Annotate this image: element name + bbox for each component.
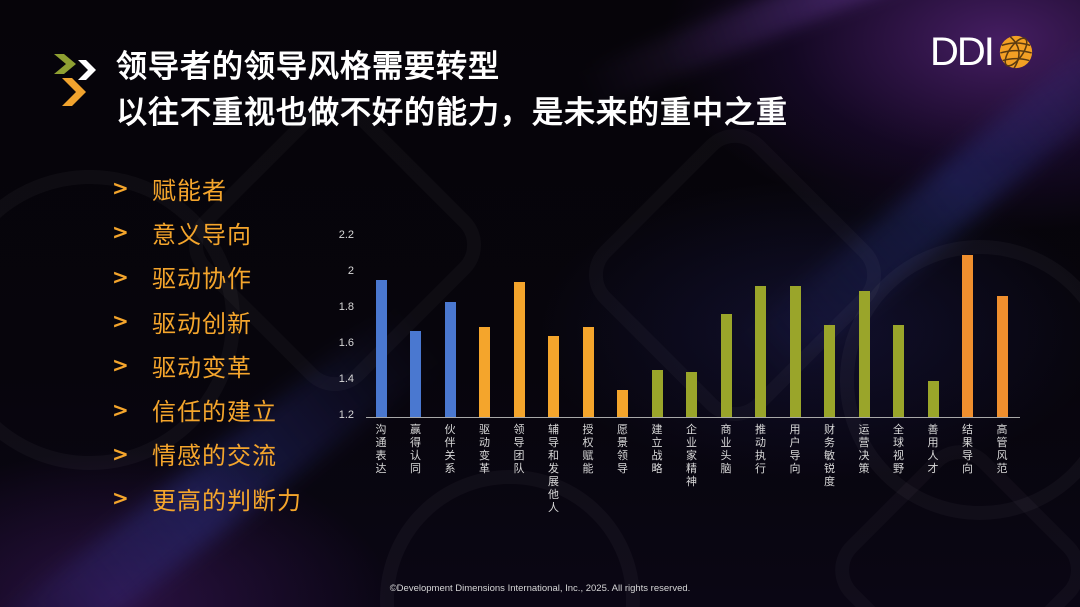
bullet-label: 驱动变革 [152, 353, 252, 382]
bullet-item: > 信任的建立 [112, 387, 302, 431]
bar [927, 381, 939, 417]
logo-text: DDI [930, 30, 995, 74]
bullet-label: 驱动协作 [152, 265, 252, 294]
x-tick-label: 愿景领导 [617, 423, 628, 475]
x-tick-label: 沟通表达 [375, 423, 387, 475]
x-tick-label: 领导团队 [513, 423, 525, 475]
y-tick-label: 2.2 [338, 229, 354, 241]
x-tick-label: 高管风范 [996, 423, 1008, 475]
double-chevron-icon [54, 54, 96, 106]
y-tick-label: 1.2 [338, 409, 354, 421]
bar [582, 327, 594, 417]
bar [824, 325, 835, 417]
bar [755, 285, 766, 417]
x-axis-line [366, 417, 1020, 418]
bar [996, 296, 1008, 417]
x-tick-label: 财务敏锐度 [824, 423, 835, 488]
x-tick-label: 商业头脑 [720, 423, 732, 475]
bar [513, 282, 525, 417]
bar [617, 390, 628, 417]
bar [479, 327, 490, 417]
bullet-label: 驱动创新 [152, 309, 252, 338]
chevron-right-icon: > [112, 486, 129, 511]
slide-title: 领导者的领导风格需要转型 以往不重视也做不好的能力，是未来的重中之重 [116, 44, 788, 136]
copyright-footer: ©Development Dimensions International, I… [389, 583, 691, 594]
bullet-item: > 赋能者 [112, 166, 302, 210]
chevron-right-icon: > [112, 264, 129, 289]
bar [444, 301, 456, 417]
bullet-label: 意义导向 [152, 220, 252, 249]
bar [720, 314, 732, 417]
x-tick-label: 结果导向 [962, 423, 973, 475]
chevron-right-icon: > [112, 397, 129, 422]
bullet-item: > 更高的判断力 [112, 476, 302, 520]
bullet-label: 情感的交流 [152, 442, 277, 471]
bullet-item: > 驱动变革 [112, 343, 302, 387]
bar [893, 325, 904, 417]
bar [651, 370, 663, 417]
bar [789, 285, 801, 417]
x-tick-label: 善用人才 [927, 423, 939, 475]
y-tick-label: 2 [347, 265, 354, 277]
title-line-2: 以往不重视也做不好的能力，是未来的重中之重 [116, 95, 788, 131]
chevron-right-icon: > [112, 441, 129, 466]
x-tick-label: 伙伴关系 [444, 423, 456, 475]
title-line-1: 领导者的领导风格需要转型 [116, 49, 500, 85]
bullet-label: 赋能者 [152, 176, 227, 205]
bullet-item: > 意义导向 [112, 210, 302, 254]
bullet-item: > 驱动创新 [112, 299, 302, 343]
x-tick-label: 驱动变革 [479, 423, 490, 475]
bar [858, 291, 870, 417]
chevron-right-icon: > [112, 309, 129, 334]
bullet-item: > 情感的交流 [112, 432, 302, 476]
y-tick-label: 1.4 [338, 373, 354, 385]
x-tick-label: 用户导向 [789, 423, 801, 475]
chevron-right-icon: > [112, 220, 129, 245]
x-tick-label: 运营决策 [858, 423, 870, 475]
bullet-label: 信任的建立 [152, 398, 277, 427]
bar [548, 336, 559, 417]
bar [410, 330, 421, 417]
x-tick-label: 授权赋能 [582, 423, 594, 475]
x-tick-label: 企业家精神 [686, 423, 697, 488]
bullet-item: > 驱动协作 [112, 255, 302, 299]
globe-icon [999, 35, 1033, 69]
x-tick-label: 全球视野 [893, 423, 904, 475]
y-tick-label: 1.6 [338, 337, 354, 349]
bar [375, 280, 387, 417]
bullet-list: > 赋能者 > 意义导向 > 驱动协作 > 驱动创新 > 驱动变革 > 信任的建立 > 情感的… [112, 166, 302, 520]
ddi-logo: DDI [930, 32, 1035, 72]
bar [686, 372, 697, 417]
x-tick-label: 推动执行 [755, 423, 766, 475]
chevron-right-icon: > [112, 353, 129, 378]
x-tick-label: 建立战略 [651, 423, 663, 475]
bar [962, 255, 973, 417]
x-tick-label: 赢得认同 [410, 423, 421, 475]
bullet-label: 更高的判断力 [152, 486, 302, 515]
chevron-right-icon: > [112, 176, 129, 201]
x-tick-label: 辅导和发展他人 [548, 423, 559, 514]
y-tick-label: 1.8 [338, 301, 354, 313]
